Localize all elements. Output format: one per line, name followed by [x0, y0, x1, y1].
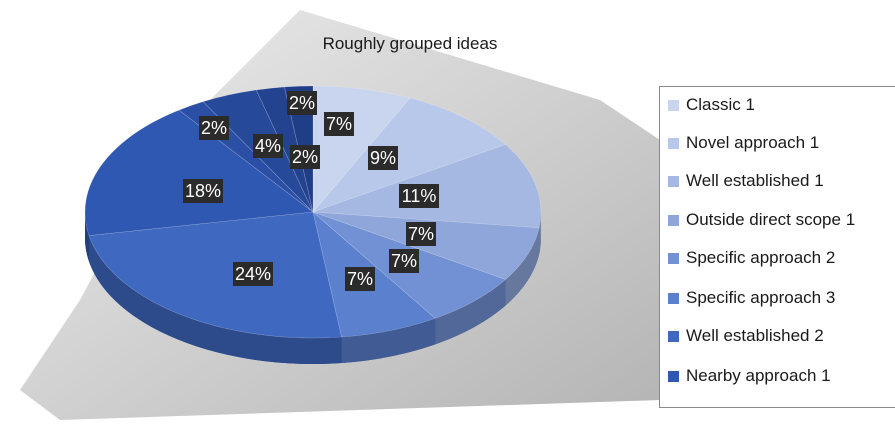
legend-item: Well established 2 — [668, 324, 824, 348]
legend-swatch — [668, 214, 679, 226]
legend-swatch — [668, 175, 679, 187]
slice-data-label: 11% — [399, 184, 439, 208]
chart-title: Roughly grouped ideas — [322, 34, 498, 53]
legend-label: Specific approach 2 — [686, 248, 836, 267]
legend-swatch — [668, 330, 679, 342]
pie-slice — [312, 97, 507, 213]
slice-percent-text: 2% — [201, 118, 227, 138]
legend-swatch — [668, 137, 679, 149]
slice-data-label: 4% — [253, 134, 283, 158]
pie-slice-side — [341, 318, 436, 364]
slice-percent-text: 7% — [326, 114, 352, 134]
legend-label: Classic 1 — [686, 95, 755, 114]
chart-legend: Classic 1 Novel approach 1 Well establishe… — [659, 86, 895, 408]
legend-label: Specific approach 3 — [686, 288, 836, 307]
slice-data-label: 7% — [406, 222, 436, 246]
slice-percent-text: 24% — [235, 264, 271, 284]
pie-slice — [84, 109, 314, 236]
legend-label: Novel approach 1 — [686, 133, 820, 152]
legend-swatch — [668, 370, 679, 382]
slice-percent-text: 2% — [292, 147, 318, 167]
slice-percent-text: 11% — [402, 186, 437, 206]
slice-percent-text: 2% — [289, 93, 315, 113]
pie-slice-side — [539, 212, 541, 254]
legend-label: Nearby approach 1 — [686, 366, 831, 385]
legend-swatch — [668, 252, 679, 264]
legend-item: Well established 1 — [668, 169, 824, 193]
slice-data-label: 7% — [389, 249, 419, 273]
pie-slice — [255, 86, 314, 213]
slice-data-label: 18% — [183, 179, 223, 203]
legend-item: Specific approach 2 — [668, 246, 835, 270]
slice-data-label: 24% — [233, 262, 273, 286]
slice-data-label: 2% — [287, 91, 317, 115]
pie-slice-side — [435, 279, 506, 345]
slice-percent-text: 7% — [408, 224, 434, 244]
slice-data-label: 7% — [345, 267, 375, 291]
legend-label: Well established 1 — [686, 171, 824, 190]
legend-item: Novel approach 1 — [668, 131, 819, 155]
legend-label: Well established 2 — [686, 326, 824, 345]
pie-slice — [88, 211, 342, 339]
legend-item: Classic 1 — [668, 93, 755, 117]
slice-percent-text: 18% — [185, 181, 221, 201]
slice-data-label: 2% — [199, 116, 229, 140]
legend-label: Outside direct scope 1 — [686, 210, 856, 229]
slice-percent-text: 4% — [255, 136, 281, 156]
legend-swatch — [668, 292, 679, 304]
slice-percent-text: 7% — [391, 251, 417, 271]
legend-item: Outside direct scope 1 — [668, 208, 855, 232]
slice-data-label: 9% — [368, 146, 398, 170]
slice-percent-text: 7% — [347, 269, 373, 289]
slice-data-label: 2% — [290, 145, 320, 169]
pie-slice-side — [505, 227, 540, 306]
slice-data-label: 7% — [324, 112, 354, 136]
pie-slice-side — [85, 212, 90, 262]
legend-swatch — [668, 99, 679, 111]
legend-item: Nearby approach 1 — [668, 364, 831, 388]
legend-item: Specific approach 3 — [668, 286, 835, 310]
slice-percent-text: 9% — [370, 148, 396, 168]
pie-slice-side — [89, 235, 342, 364]
